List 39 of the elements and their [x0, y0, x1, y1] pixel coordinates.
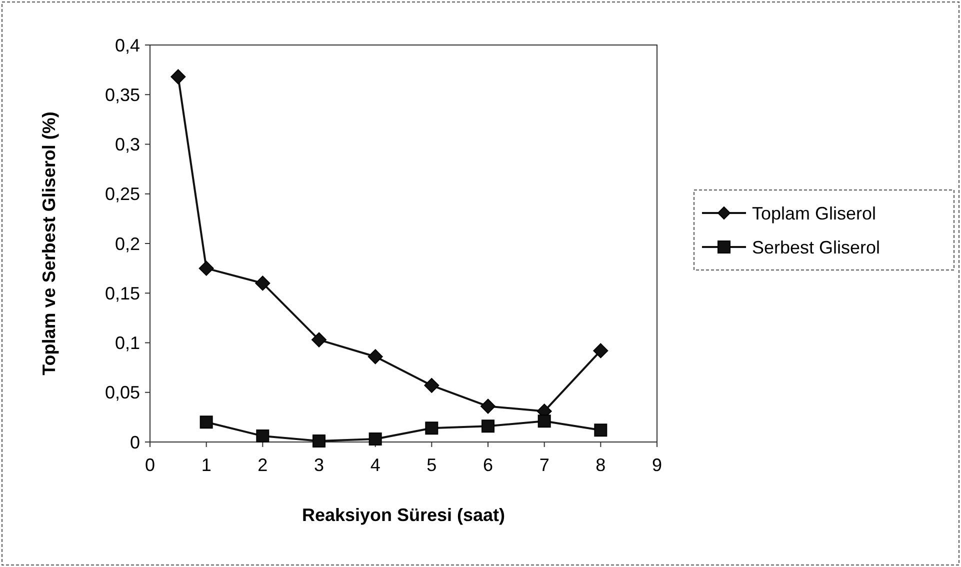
y-tick-label: 0,15 [104, 283, 140, 304]
x-tick-label: 4 [370, 455, 380, 475]
y-tick-label: 0,05 [104, 382, 140, 403]
point [424, 378, 440, 393]
legend-label: Toplam Gliserol [752, 203, 876, 224]
point [255, 276, 270, 291]
x-tick-label: 1 [201, 455, 212, 475]
point [312, 434, 326, 448]
x-axis-title: Reaksiyon Süresi (saat) [302, 505, 506, 525]
y-axis-title: Toplam ve Serbest Gliserol (%) [39, 112, 59, 376]
x-tick-label: 3 [314, 455, 324, 475]
x-tick-label: 7 [539, 455, 550, 475]
point [170, 69, 186, 84]
x-tick-label: 0 [144, 455, 156, 475]
point [368, 349, 383, 364]
legend-label: Serbest Gliserol [752, 237, 880, 258]
point [482, 420, 494, 433]
point [312, 332, 326, 348]
point [593, 343, 608, 358]
y-tick-label: 0 [130, 432, 140, 452]
point [425, 422, 438, 435]
y-tick-label: 0,2 [114, 234, 140, 254]
point [368, 432, 382, 446]
y-tick-label: 0,4 [114, 35, 140, 56]
x-tick-label: 5 [426, 455, 437, 475]
x-tick-label: 9 [652, 455, 662, 475]
x-tick-label: 6 [482, 455, 494, 475]
y-tick-label: 0,35 [104, 84, 140, 105]
x-tick-label: 8 [596, 455, 606, 475]
y-tick-label: 0,1 [114, 333, 140, 354]
point [538, 414, 551, 428]
y-tick-label: 0,3 [114, 134, 140, 155]
point [256, 430, 270, 443]
x-tick-label: 2 [258, 455, 268, 475]
point [200, 416, 213, 429]
y-tick-label: 0,25 [104, 184, 140, 204]
point [480, 398, 496, 414]
point [198, 260, 214, 276]
point [594, 424, 608, 437]
